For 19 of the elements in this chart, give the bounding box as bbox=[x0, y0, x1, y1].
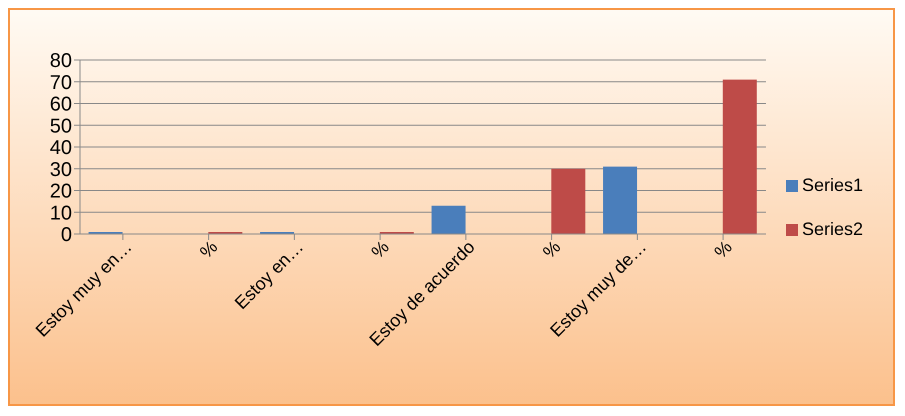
x-tick-label: % bbox=[196, 236, 222, 262]
y-tick-label: 20 bbox=[50, 180, 72, 203]
legend-label: Series2 bbox=[802, 219, 863, 239]
x-tick-label: % bbox=[367, 236, 393, 262]
y-tick-label: 80 bbox=[50, 50, 72, 72]
y-tick-label: 10 bbox=[50, 202, 72, 224]
y-tick-label: 60 bbox=[50, 94, 72, 116]
y-tick-label: 40 bbox=[50, 137, 72, 160]
x-tick-label: % bbox=[710, 236, 736, 262]
y-tick-label: 70 bbox=[50, 72, 72, 94]
y-tick-label: 30 bbox=[50, 158, 72, 181]
y-tick-label: 0 bbox=[60, 224, 72, 246]
bar bbox=[722, 80, 757, 234]
bar bbox=[551, 168, 586, 234]
x-tick-label: % bbox=[538, 236, 564, 262]
y-tick-label: 50 bbox=[50, 115, 72, 138]
bar bbox=[432, 206, 466, 234]
legend-label: Series1 bbox=[802, 175, 863, 195]
bar bbox=[603, 166, 638, 234]
